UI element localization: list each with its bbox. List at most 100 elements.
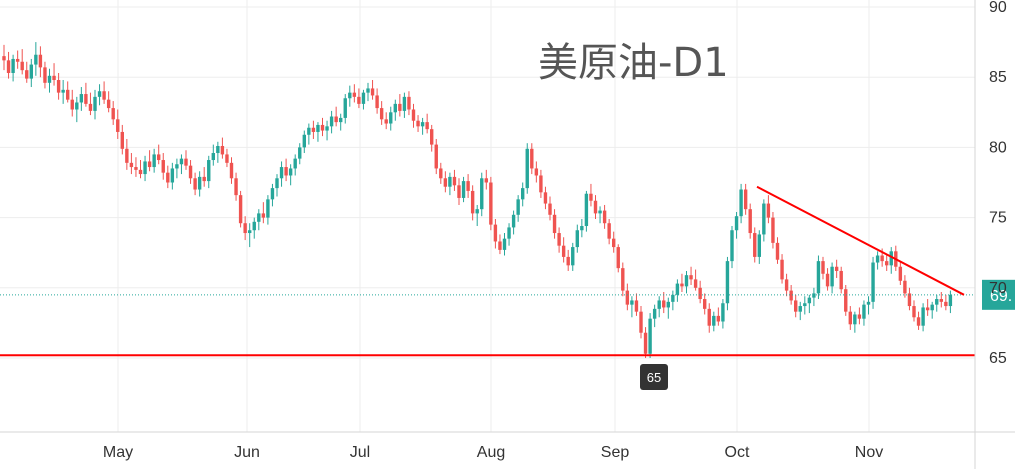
candle-body	[616, 247, 620, 269]
candle-body	[730, 230, 734, 262]
x-tick-label: Oct	[725, 444, 750, 461]
candle-body	[543, 192, 548, 204]
candle-body	[116, 119, 120, 132]
candle-body	[939, 299, 943, 302]
candle-body	[275, 178, 279, 189]
candle-body	[375, 95, 379, 109]
candle-body	[84, 94, 88, 104]
candle-body	[389, 112, 393, 124]
candle-body	[298, 147, 302, 159]
candle-body	[480, 178, 484, 210]
grid	[0, 0, 975, 432]
candle-body	[143, 161, 147, 175]
candle-body	[844, 289, 848, 312]
candle-body	[703, 299, 707, 309]
candle-body	[29, 64, 33, 79]
candle-body	[357, 96, 361, 104]
candle-body	[75, 102, 79, 110]
y-tick-label: 70	[989, 280, 1007, 297]
candle-body	[652, 308, 657, 319]
y-tick-label: 65	[989, 350, 1007, 367]
last-price-tag-label: 69.	[990, 288, 1012, 305]
candle-body	[521, 188, 525, 200]
candle-body	[430, 129, 434, 145]
candle-body	[502, 238, 507, 250]
candle-body	[903, 280, 907, 294]
candle-body	[552, 214, 557, 234]
y-tick-label: 75	[989, 210, 1007, 227]
candle-body	[771, 217, 775, 243]
candle-body	[34, 54, 38, 65]
candle-body	[434, 144, 438, 169]
last-price-tag-box	[982, 279, 1015, 310]
candle-body	[693, 279, 698, 288]
x-tick-label: Jul	[350, 444, 370, 461]
candle-body	[794, 300, 798, 312]
candle-body	[220, 145, 225, 155]
candle-body	[225, 154, 229, 163]
candle-body	[43, 67, 47, 83]
candle-body	[907, 293, 912, 307]
candle-body	[862, 304, 866, 319]
y-tick-label: 80	[989, 139, 1007, 156]
candle-body	[721, 303, 725, 322]
candle-body	[70, 99, 74, 110]
candle-body	[61, 89, 65, 93]
candle-body	[38, 54, 43, 68]
overlays: 65 69.	[0, 185, 1015, 390]
candle-body	[79, 94, 84, 103]
x-tick-label: Jun	[234, 444, 260, 461]
candle-body	[248, 230, 252, 234]
candle-body	[134, 167, 138, 170]
candle-body	[88, 103, 93, 111]
x-tick-label: May	[103, 444, 133, 461]
candle-body	[530, 148, 534, 169]
candle-body	[2, 56, 6, 61]
candle-body	[407, 96, 411, 110]
candle-body	[834, 266, 839, 271]
candle-body	[812, 293, 816, 298]
candle-body	[803, 303, 807, 307]
candle-body	[129, 162, 134, 168]
candle-body	[152, 154, 156, 168]
candle-body	[470, 190, 475, 214]
candle-body	[211, 153, 215, 161]
candle-body	[125, 148, 129, 163]
candle-body	[557, 233, 561, 246]
candle-body	[420, 122, 425, 127]
candle-body	[548, 203, 552, 215]
candle-body	[889, 251, 893, 266]
candle-body	[339, 117, 343, 123]
candle-body	[461, 181, 466, 198]
candle-body	[825, 273, 830, 287]
candle-body	[452, 176, 457, 186]
candle-body	[830, 266, 834, 287]
candle-body	[584, 193, 589, 227]
candle-body	[885, 261, 889, 266]
candle-body	[234, 178, 238, 196]
candle-body	[302, 134, 306, 148]
candle-body	[6, 60, 11, 73]
candle-body	[539, 175, 543, 193]
candle-body	[329, 116, 334, 127]
candle-body	[775, 242, 780, 260]
candle-body	[784, 279, 789, 291]
candle-body	[602, 210, 607, 224]
candle-body	[111, 108, 115, 120]
candle-body	[671, 294, 675, 302]
candle-body	[935, 299, 939, 305]
candle-body	[630, 300, 634, 305]
candle-body	[839, 270, 843, 290]
candle-body	[880, 255, 884, 262]
candle-body	[680, 283, 684, 287]
low-marker: 65	[640, 364, 668, 390]
last-price-tag: 69.	[982, 279, 1015, 310]
candle-body	[944, 301, 948, 307]
candle-body	[193, 178, 197, 190]
candle-body	[170, 168, 175, 183]
candle-body	[197, 176, 202, 190]
y-tick-label: 85	[989, 69, 1007, 86]
candle-body	[753, 233, 757, 257]
candle-body	[284, 167, 288, 176]
